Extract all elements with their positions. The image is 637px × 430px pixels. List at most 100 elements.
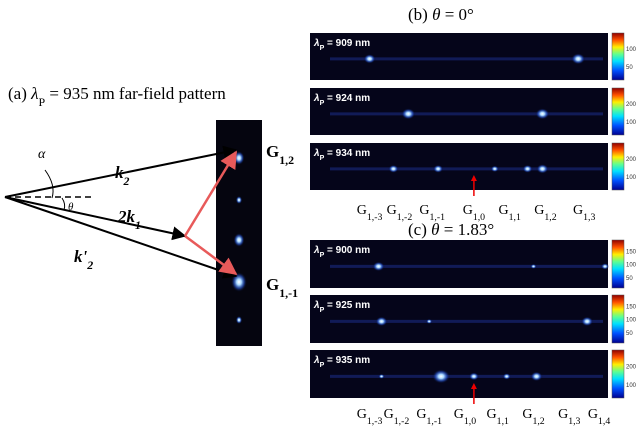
text-part: 1,2 — [279, 153, 294, 167]
text-part: 1,3 — [568, 416, 580, 427]
panel-c-title: (c) θ = 1.83° — [408, 220, 494, 239]
text-part: G — [357, 407, 367, 422]
k2-label: k2 — [115, 163, 130, 188]
text-part: G — [416, 407, 426, 422]
spot — [433, 165, 443, 173]
colorbar-tick-label: 50 — [626, 65, 633, 71]
order-label: G1,2 — [522, 407, 544, 427]
text-part: 1,-1 — [427, 416, 443, 427]
colorbar — [612, 350, 624, 398]
g12-label: G1,2 — [266, 142, 294, 167]
spot — [601, 263, 609, 269]
text-part: 1,0 — [473, 212, 485, 223]
spot — [426, 319, 432, 324]
text-part: 1,3 — [583, 212, 595, 223]
alpha-label: α — [38, 147, 46, 162]
text-part: 2k — [117, 207, 136, 226]
spot — [571, 53, 585, 64]
arrow-2k1 — [5, 197, 185, 236]
spot — [535, 108, 549, 119]
order-label: G1,1 — [498, 203, 520, 223]
spot — [388, 165, 398, 173]
colorbar — [612, 143, 624, 190]
text-part: 1,2 — [532, 416, 544, 427]
text-part: = 924 nm — [324, 93, 370, 104]
spot — [581, 317, 593, 327]
colorbar-tick-label: 100 — [626, 120, 637, 126]
spot — [432, 369, 450, 383]
spot — [469, 372, 479, 380]
order-label: G1,0 — [454, 407, 476, 427]
panel-b-title: (b) θ = 0° — [408, 5, 474, 24]
figure: (a) λP = 935 nm far-field pattern α θ k2… — [0, 0, 637, 430]
text-part: 1,-1 — [429, 212, 445, 223]
text-part: G — [419, 203, 429, 218]
spot — [530, 372, 542, 382]
spot — [236, 316, 242, 324]
k2p-label: k'2 — [74, 247, 93, 272]
colorbar-tick-label: 100 — [626, 175, 637, 181]
text-part: (b) — [408, 5, 432, 24]
colorbar — [612, 295, 624, 343]
text-part: G — [498, 203, 508, 218]
k1-label: 2k1 — [117, 207, 141, 232]
colorbar-tick-label: 150 — [626, 249, 637, 255]
text-part: 1,-2 — [394, 416, 410, 427]
order-label: G1,-2 — [387, 203, 413, 223]
text-part: (c) — [408, 220, 431, 239]
text-part: 1,-2 — [397, 212, 413, 223]
text-part: 2 — [86, 258, 93, 272]
order-label: G1,-2 — [384, 407, 410, 427]
colorbar — [612, 240, 624, 288]
panel-a-title: (a) λP = 935 nm far-field pattern — [8, 84, 226, 109]
spot — [376, 317, 388, 327]
text-part: = 935 nm far-field pattern — [45, 84, 226, 103]
colorbar-tick-label: 200 — [626, 157, 637, 163]
theta-arc — [62, 198, 65, 210]
spot — [536, 164, 548, 174]
text-part: 1,-3 — [367, 212, 383, 223]
colorbar-tick-label: 50 — [626, 276, 633, 282]
text-part: G — [522, 407, 532, 422]
text-part: θ — [432, 5, 440, 24]
text-part: G — [573, 203, 583, 218]
text-part: = 900 nm — [324, 245, 370, 256]
spot — [233, 233, 244, 247]
spot — [379, 374, 385, 379]
spot — [364, 54, 376, 64]
text-part: G — [384, 407, 394, 422]
spot — [491, 166, 499, 172]
text-part: G — [454, 407, 464, 422]
order-label: G1,4 — [588, 407, 610, 427]
colorbar-tick-label: 100 — [626, 47, 637, 53]
text-part: λ — [30, 84, 38, 103]
text-part: G — [266, 142, 279, 161]
spot — [531, 264, 537, 269]
order-label: G1,-1 — [416, 407, 442, 427]
text-part: 1,2 — [544, 212, 556, 223]
text-part: θ — [431, 220, 439, 239]
text-part: k' — [74, 247, 88, 266]
text-part: 1,-1 — [279, 286, 298, 300]
text-part: = 909 nm — [324, 38, 370, 49]
text-part: G — [463, 203, 473, 218]
theta-label: θ — [68, 201, 74, 213]
colorbar — [612, 88, 624, 135]
text-part: 1,1 — [497, 416, 509, 427]
order-label: G1,2 — [534, 203, 556, 223]
alpha-arc — [45, 170, 53, 198]
order-label: G1,-3 — [357, 407, 383, 427]
colorbar-tick-label: 50 — [626, 331, 633, 337]
colorbar-tick-label: 200 — [626, 364, 637, 370]
text-part: G — [534, 203, 544, 218]
text-part: 1,1 — [509, 212, 521, 223]
text-part: = 934 nm — [324, 148, 370, 159]
spot — [503, 373, 511, 379]
colorbar-tick-label: 100 — [626, 263, 637, 269]
text-part: = 1.83° — [439, 220, 494, 239]
spot — [523, 165, 533, 173]
spot — [401, 108, 415, 119]
text-part: G — [387, 203, 397, 218]
text-part: G — [588, 407, 598, 422]
spot — [373, 262, 385, 272]
